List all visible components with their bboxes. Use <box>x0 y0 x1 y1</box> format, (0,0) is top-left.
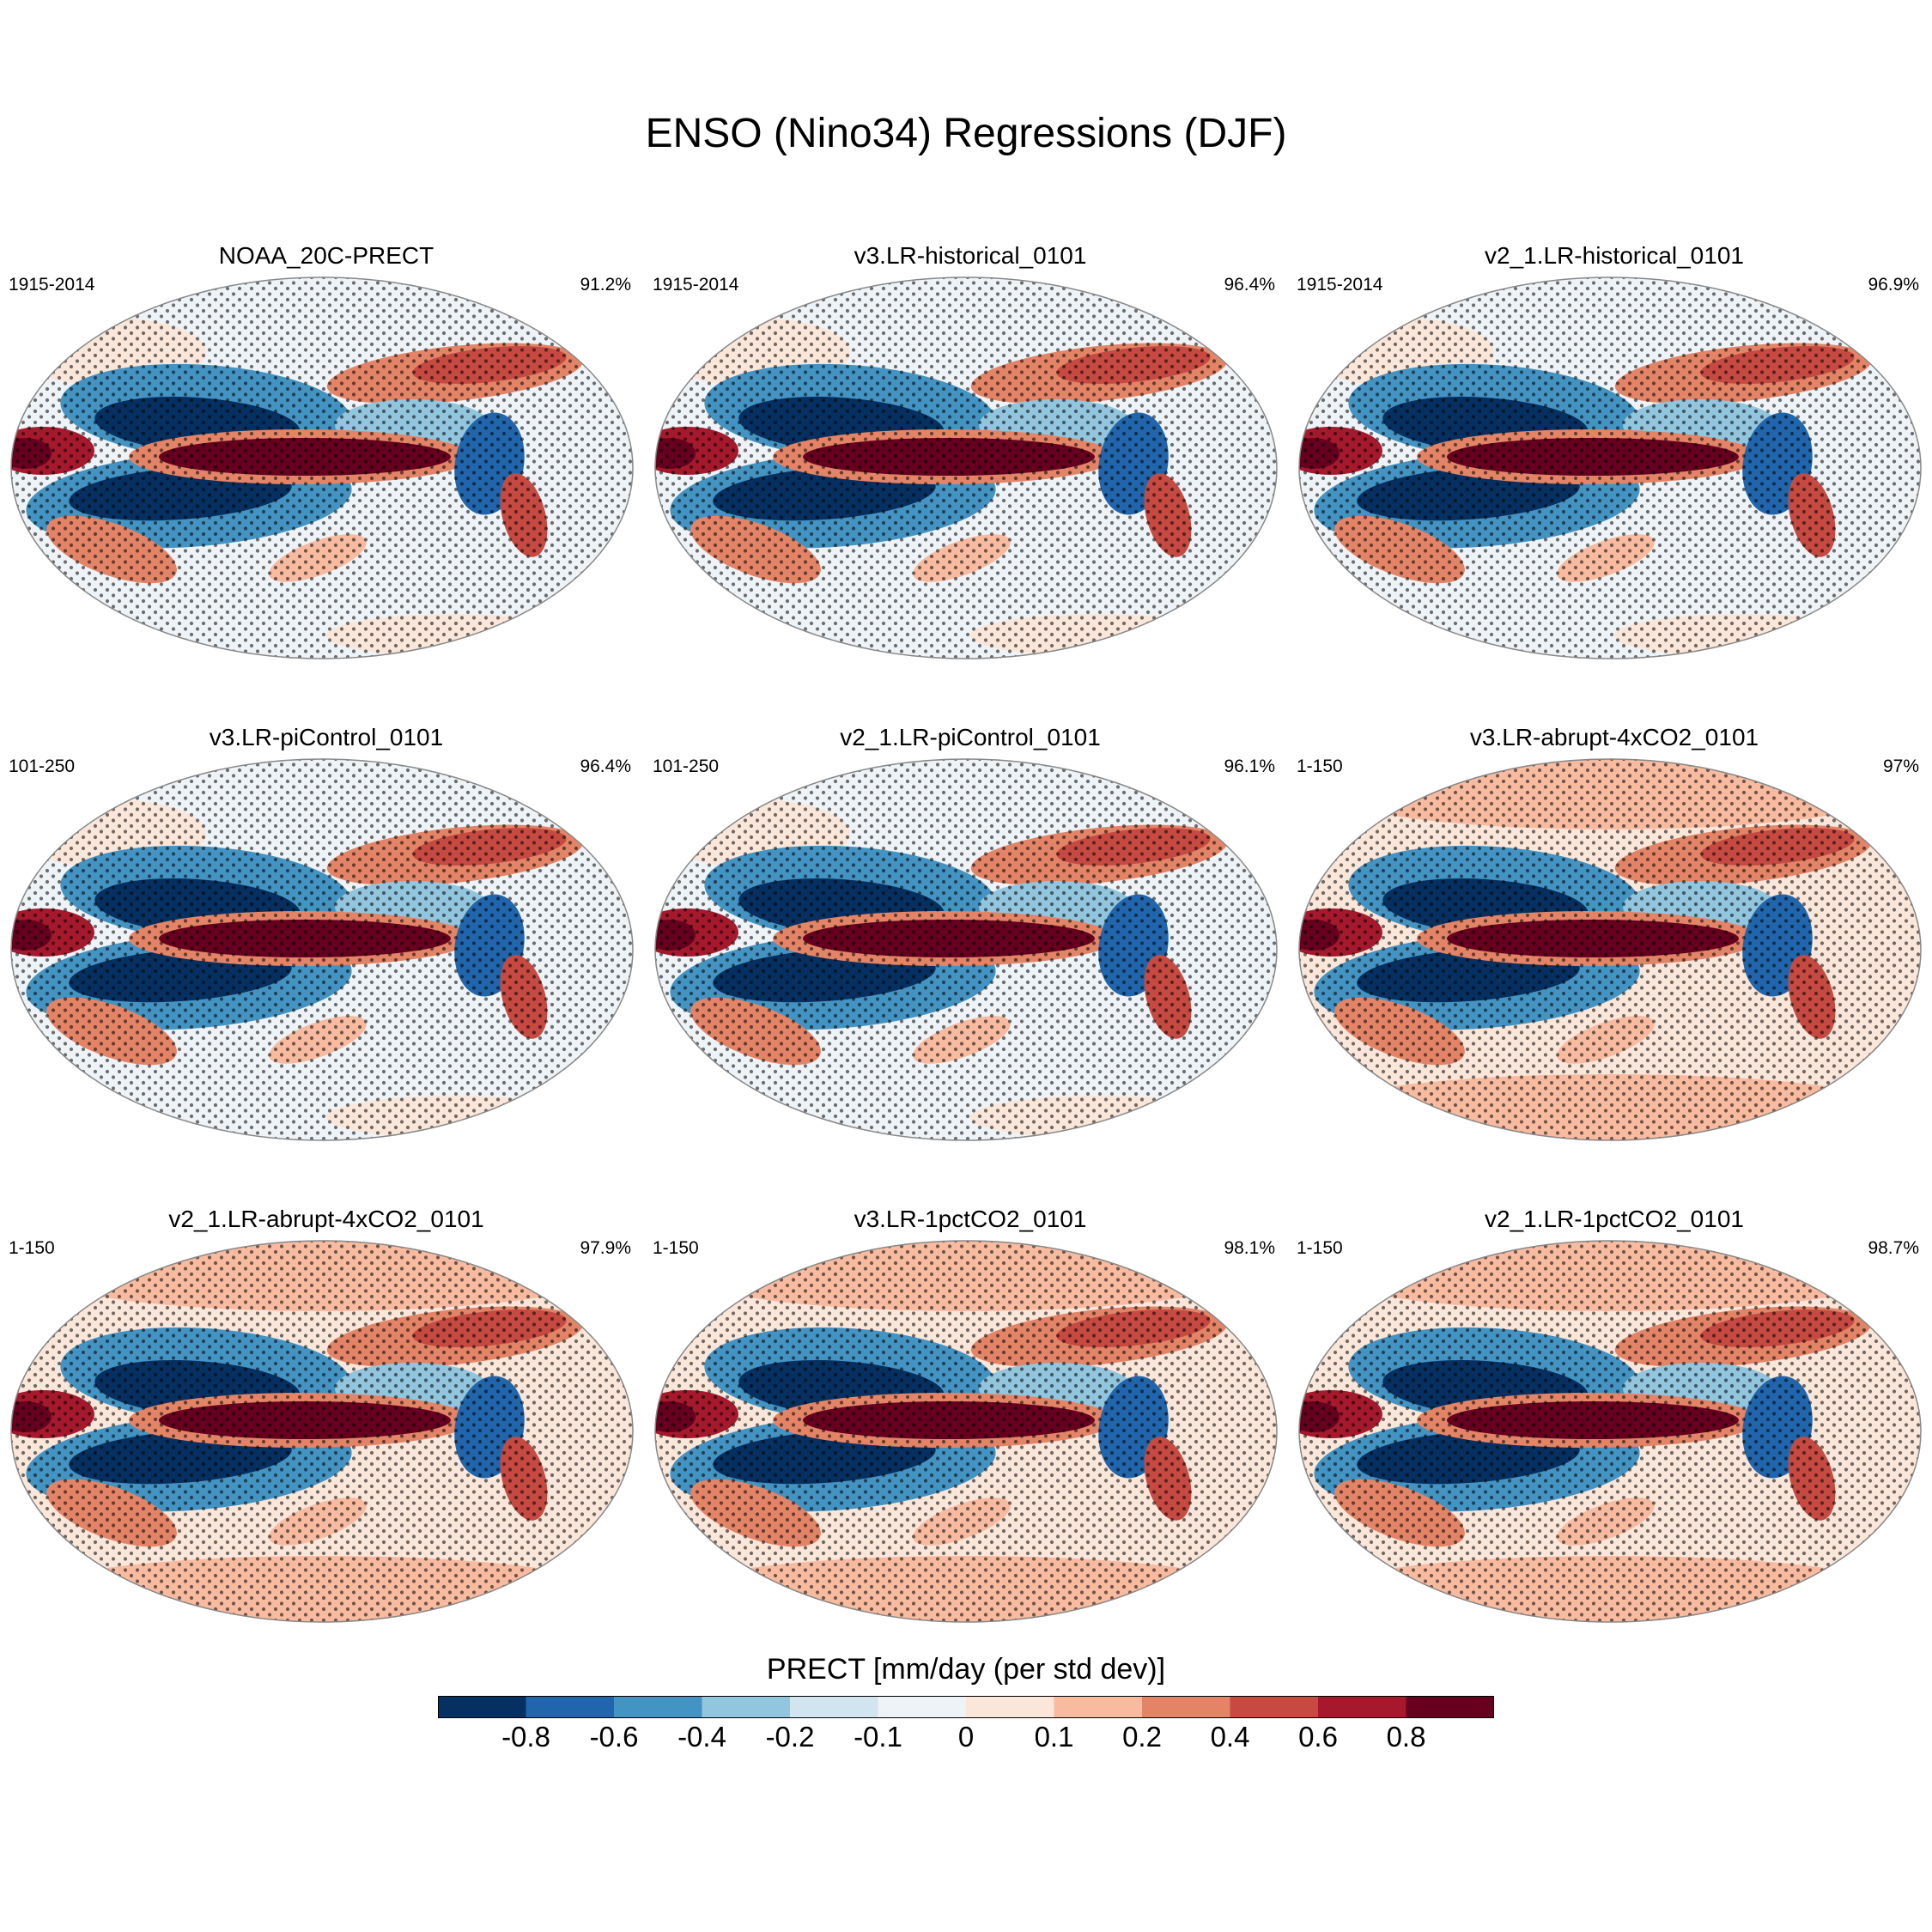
map-frame <box>10 1240 634 1623</box>
significance-stipple <box>11 1241 633 1622</box>
colorbar-swatch <box>1142 1696 1230 1718</box>
colorbar <box>438 1696 1494 1718</box>
colorbar-swatch <box>790 1696 878 1718</box>
panel-period: 1-150 <box>653 1238 699 1258</box>
panel-percent: 96.9% <box>1868 275 1919 295</box>
panel-percent: 96.4% <box>580 756 631 776</box>
significance-stipple <box>655 759 1277 1140</box>
panel-title: v3.LR-historical_0101 <box>854 242 1087 269</box>
colorbar-swatch <box>438 1696 526 1718</box>
panel-period: 1915-2014 <box>1297 275 1383 295</box>
panel-percent: 98.7% <box>1868 1238 1919 1258</box>
colorbar-tick-label: 0.2 <box>1122 1721 1162 1753</box>
colorbar-tick-label: 0.1 <box>1034 1721 1074 1753</box>
panel-percent: 96.1% <box>1224 756 1275 776</box>
colorbar-swatch <box>1230 1696 1319 1718</box>
regression-map <box>10 1240 634 1623</box>
panel-percent: 97% <box>1882 756 1919 776</box>
map-frame <box>654 1240 1278 1623</box>
significance-stipple <box>11 759 633 1140</box>
map-frame <box>1298 1240 1922 1623</box>
panel-title: v2_1.LR-historical_0101 <box>1485 242 1744 269</box>
colorbar-swatch <box>526 1696 615 1718</box>
panel-period: 1-150 <box>1297 1238 1343 1258</box>
panel-percent: 98.1% <box>1224 1238 1275 1258</box>
significance-stipple <box>1299 277 1921 659</box>
panel-title: v3.LR-abrupt-4xCO2_0101 <box>1469 724 1759 750</box>
panel-period: 1915-2014 <box>9 275 95 295</box>
regression-map <box>1298 758 1922 1141</box>
panel-title: v2_1.LR-1pctCO2_0101 <box>1485 1206 1744 1232</box>
colorbar-swatch <box>702 1696 791 1718</box>
significance-stipple <box>655 277 1277 659</box>
significance-stipple <box>1299 1241 1921 1622</box>
colorbar-tick-label: -0.4 <box>677 1721 726 1753</box>
colorbar-swatch <box>1054 1696 1143 1718</box>
map-frame <box>654 276 1278 659</box>
panel-percent: 96.4% <box>1224 275 1275 295</box>
regression-map <box>10 758 634 1141</box>
map-frame <box>10 276 634 659</box>
significance-stipple <box>1299 759 1921 1140</box>
map-frame <box>1298 276 1922 659</box>
colorbar-frame <box>438 1696 1494 1718</box>
panel-title: v2_1.LR-abrupt-4xCO2_0101 <box>168 1206 484 1232</box>
panel-title: v3.LR-piControl_0101 <box>209 724 444 750</box>
colorbar-swatch <box>614 1696 702 1718</box>
colorbar-swatch <box>966 1696 1054 1718</box>
colorbar-tick-label: -0.8 <box>501 1721 550 1753</box>
panel-title: NOAA_20C-PRECT <box>218 242 434 269</box>
panel-percent: 91.2% <box>580 275 631 295</box>
colorbar-tick-label: 0.8 <box>1386 1721 1426 1753</box>
regression-map <box>1298 276 1922 659</box>
map-frame <box>1298 758 1922 1141</box>
figure-title: ENSO (Nino34) Regressions (DJF) <box>645 111 1287 156</box>
regression-map <box>10 276 634 659</box>
regression-map <box>654 1240 1278 1623</box>
panel-period: 1-150 <box>1297 756 1343 776</box>
colorbar-tick-label: -0.2 <box>765 1721 815 1753</box>
panel-title: v2_1.LR-piControl_0101 <box>840 724 1101 750</box>
colorbar-tick-label: -0.1 <box>854 1721 902 1753</box>
colorbar-swatch <box>878 1696 967 1718</box>
panel-period: 1-150 <box>9 1238 55 1258</box>
colorbar-tick-label: 0.6 <box>1298 1721 1338 1753</box>
panel-period: 101-250 <box>9 756 76 776</box>
panel-period: 101-250 <box>653 756 720 776</box>
regression-map <box>654 276 1278 659</box>
colorbar-title: PRECT [mm/day (per std dev)] <box>766 1653 1166 1686</box>
panel-period: 1915-2014 <box>653 275 739 295</box>
regression-map <box>1298 1240 1922 1623</box>
significance-stipple <box>11 277 633 659</box>
colorbar-tick-label: 0 <box>957 1721 975 1753</box>
panel-percent: 97.9% <box>580 1238 631 1258</box>
colorbar-swatch <box>1318 1696 1406 1718</box>
regression-map <box>654 758 1278 1141</box>
significance-stipple <box>655 1241 1277 1622</box>
map-frame <box>10 758 634 1141</box>
colorbar-swatch <box>1406 1696 1494 1718</box>
colorbar-tick-label: 0.4 <box>1210 1721 1250 1753</box>
map-frame <box>654 758 1278 1141</box>
colorbar-tick-label: -0.6 <box>589 1721 639 1753</box>
panel-title: v3.LR-1pctCO2_0101 <box>854 1206 1087 1232</box>
